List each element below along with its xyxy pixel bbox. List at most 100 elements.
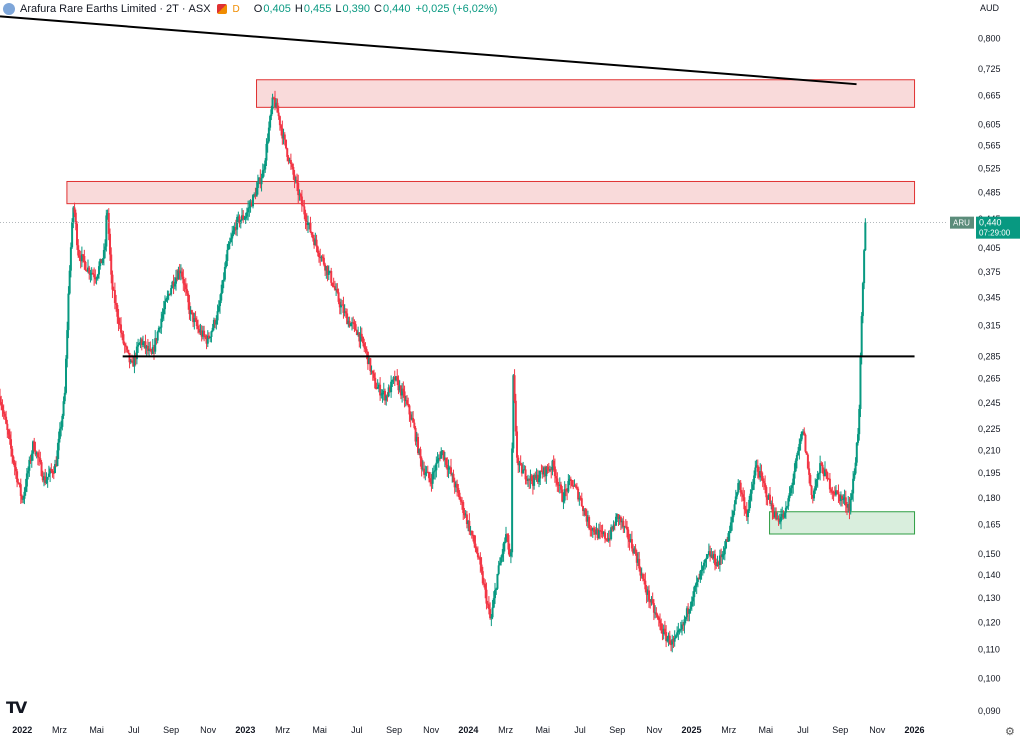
candle-body [750,490,753,494]
candle-body [456,483,459,488]
candle-body [195,320,198,327]
candle-body [388,387,391,393]
candle-body [513,375,516,401]
candle-body [211,327,214,332]
candle-body [24,486,27,492]
candle-body [563,489,566,501]
price-tick-label: 0,405 [978,243,1001,253]
candle-body [78,255,81,258]
candle-body [302,205,305,207]
candle-body [842,499,845,501]
candle-body [365,349,368,352]
candle-body [828,478,831,490]
candle-body [120,324,123,333]
candle-body [271,97,274,110]
candle-body [393,377,396,381]
candle-body [539,470,542,479]
candle-body [390,381,393,393]
time-axis[interactable]: 2022 Mrz Mai Jul Sep Nov 2023 Mrz Mai Jul Sep Nov 20… [12,725,924,735]
candle-body [249,202,252,208]
candle-body [94,277,97,280]
symbol-title[interactable]: Arafura Rare Earths Limited [20,3,157,15]
candle-body [681,624,684,630]
candle-body [252,195,255,207]
tradingview-logo[interactable]: TV [6,698,27,717]
delayed-badge[interactable]: D [232,3,240,15]
candle-body [69,247,72,271]
candle-body [511,448,514,553]
candle-body [231,234,234,239]
candle-body [734,496,737,505]
candle-body [440,451,443,459]
time-tick-label: Sep [163,725,179,735]
candle-body [611,527,614,530]
gear-icon[interactable]: ⚙ [1005,726,1015,738]
candle-body [528,478,531,481]
candle-body [855,442,858,463]
candle-body [762,480,765,484]
time-tick-label: 2026 [905,725,925,735]
candle-body [491,607,494,618]
candle-body [485,589,488,604]
candle-body [756,465,759,472]
candle-body [335,288,338,290]
candle-body [617,514,620,519]
interval-label[interactable]: 2T [166,3,179,15]
candle-body [825,469,828,473]
candle-body [594,532,597,535]
candle-body [346,313,349,325]
candle-body [586,517,589,522]
candle-body [192,312,195,323]
candle-body [571,480,574,486]
time-tick-label: Nov [646,725,663,735]
time-tick-label: Sep [832,725,848,735]
currency-button[interactable]: AUD [977,2,1003,14]
candle-body [830,489,833,492]
candle-body [230,238,233,243]
candle-body [857,434,860,443]
close-key: C [374,3,382,15]
last-price-tag-bg [950,216,974,229]
candle-body [275,102,278,108]
candle-body [500,557,503,563]
price-tick-label: 0,315 [978,321,1001,331]
candle-body [46,476,49,480]
candle-body [544,467,547,477]
candle-body [232,230,235,235]
candle-body [580,498,583,507]
candle-body [863,250,866,284]
candle-body [362,336,365,344]
candle-body [68,270,71,294]
candle-body [138,343,141,345]
candle-body [355,330,358,335]
candle-body [754,467,757,476]
symbol-logo-icon[interactable] [3,3,15,15]
candle-body [861,283,864,317]
candle-body [283,134,286,140]
price-axis[interactable]: 0,8000,7250,6650,6050,5650,5250,4850,445… [978,34,1001,716]
candle-body [123,343,126,346]
candle-body [755,465,758,468]
candle-body [575,486,578,489]
candle-body [472,534,475,536]
candle-body [459,499,462,502]
candle-body [426,471,429,473]
candle-body [58,428,61,439]
candle-body [49,469,52,474]
candle-body [63,392,66,402]
candle-body [441,450,444,452]
candle-body [860,316,863,356]
candle-body [57,438,60,451]
candle-body [810,485,813,496]
candle-body [419,449,422,459]
candle-body [765,487,768,498]
price-tick-label: 0,225 [978,424,1001,434]
candle-body [7,429,10,435]
candle-body [693,587,696,598]
candle-body [507,535,510,550]
candle-body [436,459,439,463]
candle-body [87,267,90,272]
candle-body [347,320,350,325]
candle-body [583,509,586,512]
